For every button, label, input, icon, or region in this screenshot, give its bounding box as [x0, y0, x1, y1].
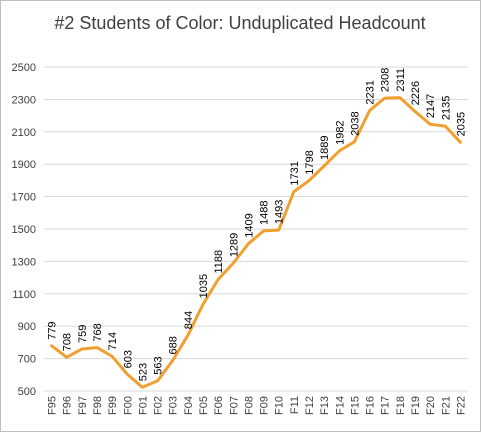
y-tick-label: 2100 [12, 127, 36, 139]
data-label: 603 [122, 350, 134, 368]
data-label: 2147 [425, 94, 437, 118]
data-label: 1035 [198, 274, 210, 298]
data-label: 844 [183, 311, 195, 329]
y-tick-label: 2300 [12, 94, 36, 106]
x-tick-label: F00 [122, 396, 134, 415]
x-tick-label: F16 [365, 396, 377, 415]
x-tick-label: F13 [319, 396, 331, 415]
data-label: 1409 [243, 213, 255, 237]
data-label: 2135 [440, 96, 452, 120]
data-label: 688 [168, 336, 180, 354]
x-tick-label: F99 [107, 396, 119, 415]
data-label: 779 [47, 321, 59, 339]
y-tick-label: 500 [18, 386, 36, 398]
x-tick-label: F06 [213, 396, 225, 415]
y-tick-label: 900 [18, 321, 36, 333]
data-label: 2035 [455, 112, 467, 136]
y-tick-label: 700 [18, 354, 36, 366]
x-tick-label: F18 [395, 396, 407, 415]
x-tick-label: F11 [289, 396, 301, 414]
y-axis-ticks: 500 700 900 1100 1300 1500 1700 1900 2100 2300 250… [12, 62, 36, 398]
chart-title: #2 Students of Color: Unduplicated Headc… [54, 13, 425, 33]
x-axis-ticks: F95 F96 F97 F98 F99 F00 F01 F02 F03 F04 F05 F06 F07 F… [47, 396, 468, 415]
data-label: 714 [107, 332, 119, 350]
x-tick-label: F09 [259, 396, 271, 415]
x-tick-label: F15 [349, 396, 361, 415]
x-tick-label: F22 [455, 396, 467, 415]
data-label: 1188 [213, 250, 225, 274]
data-label: 563 [153, 356, 165, 374]
y-tick-label: 1100 [12, 289, 36, 301]
data-label: 768 [92, 323, 104, 341]
x-tick-label: F14 [334, 396, 346, 415]
x-tick-label: F04 [183, 396, 195, 415]
x-tick-label: F96 [62, 396, 74, 415]
data-label: 1289 [228, 233, 240, 257]
data-label: 2231 [365, 80, 377, 104]
x-tick-label: F05 [198, 396, 210, 415]
x-tick-label: F07 [228, 396, 240, 415]
data-label: 1798 [304, 150, 316, 174]
data-label: 2226 [410, 81, 422, 105]
x-tick-label: F03 [168, 396, 180, 415]
y-tick-label: 2500 [12, 62, 36, 74]
x-tick-label: F97 [77, 396, 89, 415]
y-tick-label: 1900 [12, 159, 36, 171]
x-tick-label: F21 [440, 396, 452, 415]
series-line [50, 96, 462, 389]
x-tick-label: F98 [92, 396, 104, 415]
x-tick-label: F02 [153, 396, 165, 415]
data-label: 1731 [289, 161, 301, 185]
data-label: 1493 [274, 200, 286, 224]
data-label: 1982 [334, 120, 346, 144]
data-label: 1889 [319, 135, 331, 159]
y-tick-label: 1700 [12, 192, 36, 204]
data-label: 2038 [349, 111, 361, 135]
x-tick-label: F95 [47, 396, 59, 415]
x-tick-label: F01 [137, 396, 149, 415]
x-tick-label: F20 [425, 396, 437, 415]
data-label: 1488 [259, 200, 271, 224]
data-label: 523 [137, 363, 149, 381]
x-tick-label: F10 [274, 396, 286, 415]
x-tick-label: F12 [304, 396, 316, 415]
x-tick-label: F17 [380, 396, 392, 415]
data-label: 708 [62, 333, 74, 351]
x-tick-label: F19 [410, 396, 422, 415]
y-tick-label: 1500 [12, 224, 36, 236]
x-tick-label: F08 [243, 396, 255, 415]
data-label: 2311 [395, 68, 407, 92]
y-tick-label: 1300 [12, 256, 36, 268]
data-label: 2308 [380, 68, 392, 92]
data-label: 759 [77, 325, 89, 343]
